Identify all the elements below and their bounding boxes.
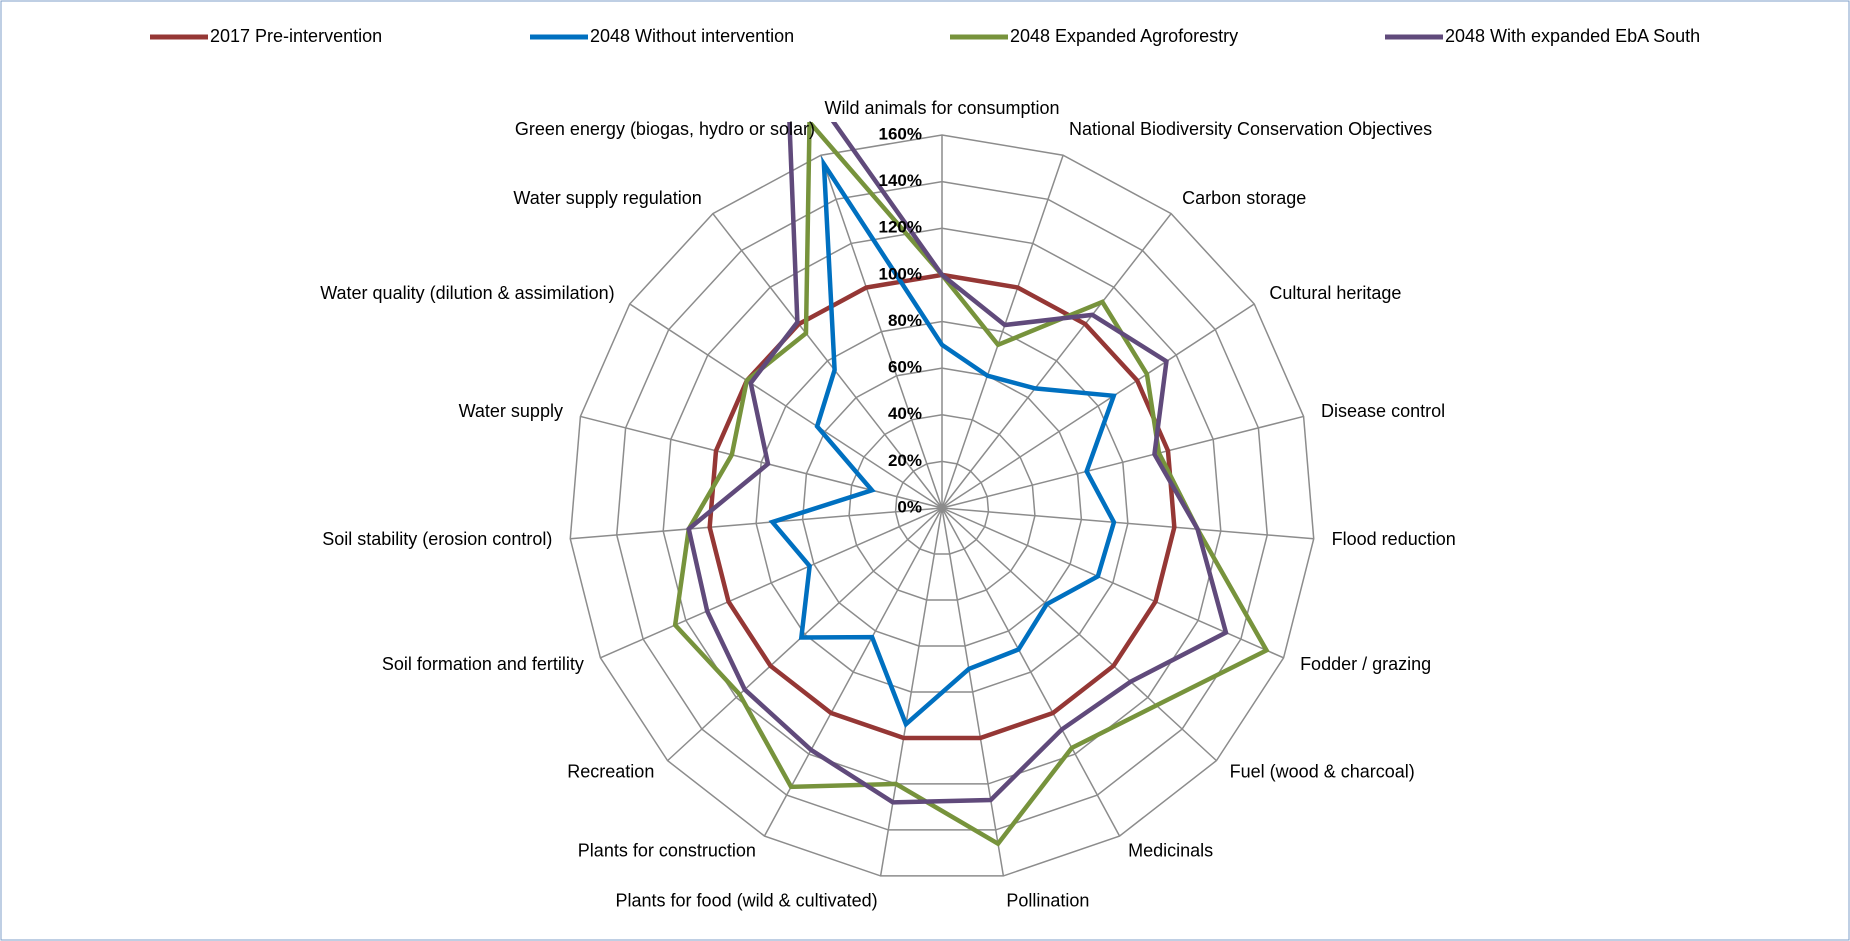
r-tick-label: 20% [888,451,922,470]
series-line [672,122,1270,847]
series-line [768,155,1117,728]
category-label: Fuel (wood & charcoal) [1230,762,1415,782]
r-tick-label: 0% [897,497,922,516]
grid [569,134,1315,877]
series-line [686,122,1229,805]
category-label: Water supply regulation [513,188,701,208]
spoke [941,507,1314,540]
spoke [941,507,1121,837]
spoke [941,154,1064,509]
grid-ring [894,460,990,555]
legend-label: 2048 Expanded Agroforestry [1010,26,1238,46]
grid-ring [801,367,1083,647]
spoke [941,507,1217,762]
spoke [580,415,943,509]
category-label: Fodder / grazing [1300,654,1431,674]
category-label: Pollination [1006,890,1089,910]
r-tick-label: 140% [879,171,922,190]
category-label: Disease control [1321,401,1445,421]
r-tick-label: 100% [879,264,922,283]
r-tick-label: 160% [879,124,922,143]
legend-label: 2048 Without intervention [590,26,794,46]
r-tick-label: 120% [879,218,922,237]
legend-label: 2017 Pre-intervention [210,26,382,46]
grid-ring [615,180,1269,831]
spoke [763,507,943,837]
spoke [941,213,1172,509]
spoke [820,154,943,509]
category-label: Soil formation and fertility [382,654,584,674]
category-label: Carbon storage [1182,188,1306,208]
category-label: Wild animals for consumption [824,98,1059,118]
r-tick-label: 80% [888,311,922,330]
spoke [667,507,943,762]
spoke [712,213,943,509]
category-label: National Biodiversity Conservation Objec… [1069,119,1432,139]
spoke [941,303,1255,509]
r-tick-label: 40% [888,404,922,423]
spoke [879,507,943,877]
series-line [707,272,1177,741]
grid-ring [569,134,1315,877]
spoke [941,415,1304,509]
spoke [570,507,943,540]
grid-ring [662,227,1222,785]
spoke [941,507,1005,877]
category-label: Flood reduction [1332,529,1456,549]
category-label: Cultural heritage [1269,283,1401,303]
category-label: Soil stability (erosion control) [322,529,552,549]
category-label: Water supply [459,401,563,421]
r-tick-label: 60% [888,358,922,377]
spoke [629,303,943,509]
category-label: Plants for food (wild & cultivated) [616,890,878,910]
category-label: Recreation [567,762,654,782]
spoke [600,507,943,659]
category-label: Green energy (biogas, hydro or solar) [515,119,815,139]
legend-label: 2048 With expanded EbA South [1445,26,1700,46]
series-layer [672,122,1270,847]
category-label: Water quality (dilution & assimilation) [320,283,614,303]
category-label: Medicinals [1128,841,1213,861]
category-label: Plants for construction [578,841,756,861]
grid-ring [848,413,1036,601]
